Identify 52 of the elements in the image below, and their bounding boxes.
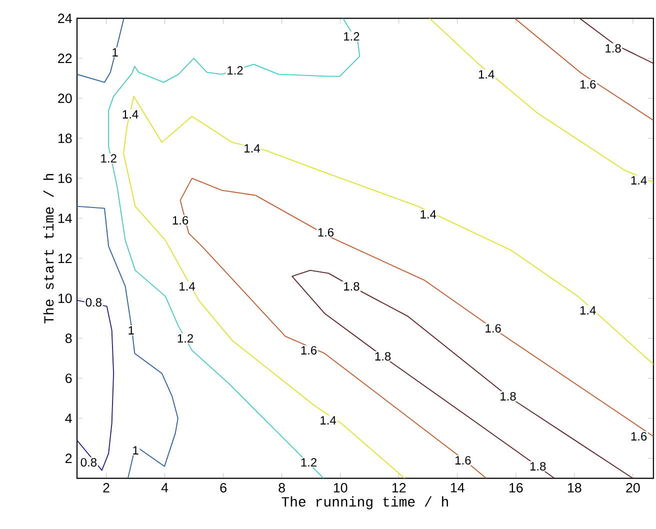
line-series (77, 300, 114, 471)
annotation: 1.2 (301, 458, 316, 466)
y-tick-label: 8 (65, 333, 72, 343)
x-tick-label: 6 (220, 482, 226, 492)
line-series (429, 18, 654, 183)
x-tick-label: 4 (161, 482, 168, 492)
x-tick-label: 10 (334, 482, 348, 492)
annotation: 1.2 (178, 334, 193, 342)
x-tick-label: 20 (626, 482, 640, 492)
x-tick-label: 2 (103, 482, 110, 492)
line-series (77, 18, 124, 83)
annotation: 1.4 (180, 282, 196, 290)
annotation: 1.6 (301, 346, 317, 354)
y-tick-label: 20 (58, 93, 72, 103)
annotation: 1.4 (320, 416, 336, 424)
annotation: 1.2 (344, 32, 360, 40)
y-tick-label: 4 (65, 414, 72, 423)
y-tick-label: 16 (58, 173, 72, 183)
annotation: 0.8 (80, 458, 97, 466)
annotation: 1.6 (631, 432, 647, 440)
y-tick-label: 22 (58, 54, 72, 63)
x-tick-label: 18 (568, 482, 582, 492)
y-tick-label: 2 (66, 454, 72, 463)
annotation: 1.6 (172, 216, 188, 224)
line-series (123, 96, 654, 478)
annotation: 1 (133, 446, 138, 454)
annotation: 1.4 (244, 144, 260, 152)
annotation: 1.4 (631, 176, 647, 184)
y-tick-label: 12 (58, 254, 72, 263)
annotation: 0.8 (86, 298, 102, 306)
x-tick-label: 8 (278, 482, 285, 492)
annotation: 1 (128, 326, 134, 334)
annotation: 1.4 (478, 70, 494, 78)
annotation: 1 (112, 48, 118, 56)
annotation: 1.4 (122, 110, 138, 118)
y-tick-label: 6 (66, 373, 72, 383)
x-tick-label: 14 (450, 482, 464, 492)
y-tick-label: 18 (58, 133, 72, 143)
annotation: 1.8 (606, 44, 621, 52)
annotation: 1.4 (420, 210, 436, 218)
annotation: 1.2 (228, 66, 243, 74)
y-tick-label: 10 (58, 293, 72, 303)
y-tick-label: 14 (58, 214, 72, 223)
x-tick-label: 16 (510, 482, 523, 492)
x-tick-label: 12 (392, 482, 406, 492)
annotation: 1.6 (318, 228, 334, 236)
annotation: 1.2 (101, 154, 116, 162)
y-axis-title: The start time / h (43, 174, 54, 324)
y-tick-label: 24 (58, 14, 72, 23)
annotation: 1.4 (580, 306, 596, 314)
annotation: 1.6 (580, 80, 596, 88)
x-axis-title: The running time / h (282, 496, 448, 510)
